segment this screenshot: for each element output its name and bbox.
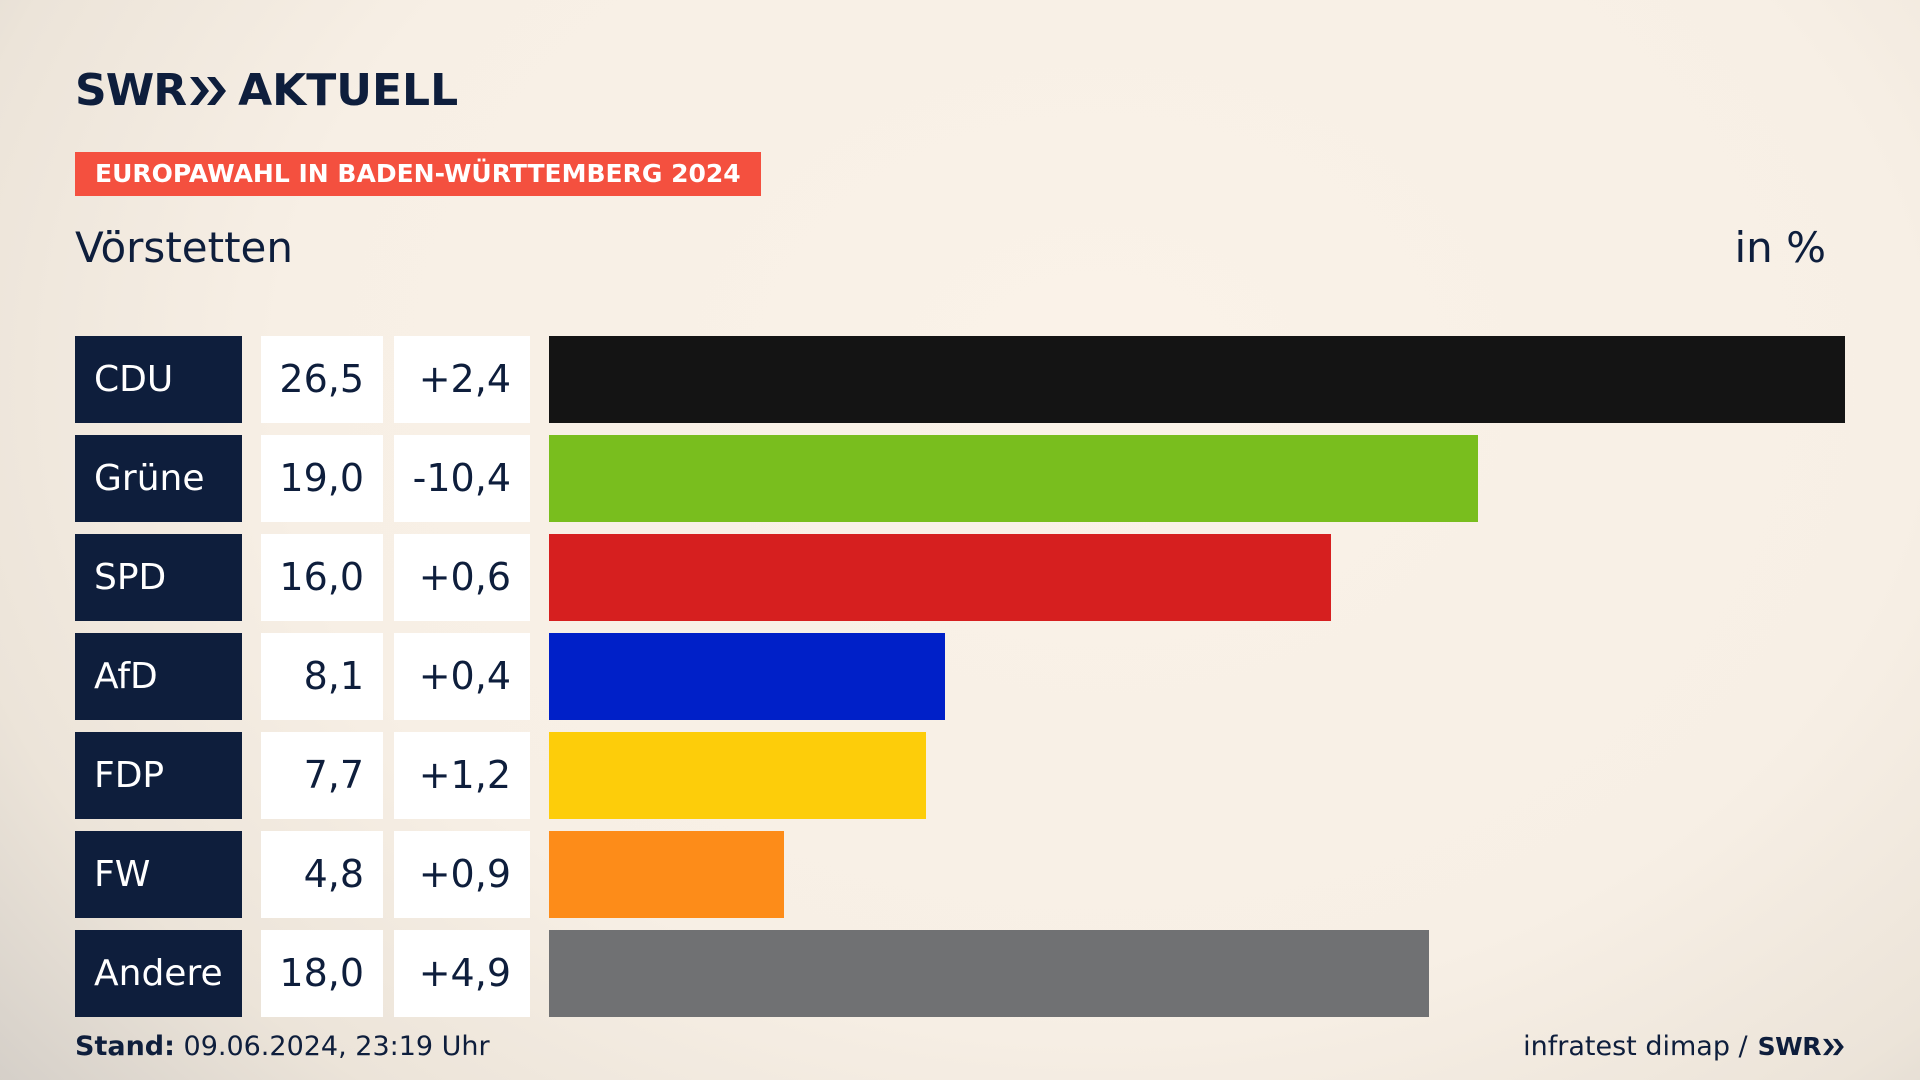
result-bar — [549, 435, 1478, 522]
vote-share-value: 19,0 — [261, 435, 383, 522]
party-label: FW — [75, 831, 242, 918]
change-value: +1,2 — [394, 732, 530, 819]
result-bar — [549, 930, 1429, 1017]
change-value: +0,4 — [394, 633, 530, 720]
source-credit: infratest dimap / SWR — [1523, 1030, 1845, 1064]
change-value: +0,9 — [394, 831, 530, 918]
change-value: +0,6 — [394, 534, 530, 621]
stand-label: Stand: — [75, 1031, 175, 1062]
result-row: CDU 26,5 +2,4 — [75, 336, 1845, 423]
result-row: FDP 7,7 +1,2 — [75, 732, 1845, 819]
mini-chevrons-icon — [1823, 1038, 1844, 1056]
vote-share-value: 4,8 — [261, 831, 383, 918]
vote-share-value: 16,0 — [261, 534, 383, 621]
brand-sub-text: AKTUELL — [238, 65, 459, 116]
swr-mini-logo: SWR — [1757, 1032, 1822, 1061]
vote-share-value: 8,1 — [261, 633, 383, 720]
result-row: SPD 16,0 +0,6 — [75, 534, 1845, 621]
source-text: infratest dimap / — [1523, 1031, 1748, 1062]
result-bar — [549, 732, 926, 819]
party-label: SPD — [75, 534, 242, 621]
result-bar — [549, 633, 945, 720]
swr-aktuell-logo: SWR AKTUELL — [75, 68, 458, 114]
result-row: Andere 18,0 +4,9 — [75, 930, 1845, 1017]
result-row: AfD 8,1 +0,4 — [75, 633, 1845, 720]
vote-share-value: 18,0 — [261, 930, 383, 1017]
change-value: +4,9 — [394, 930, 530, 1017]
results-chart: CDU 26,5 +2,4 Grüne 19,0 -10,4 SPD 16,0 +0,6 AfD 8… — [75, 336, 1845, 1029]
change-value: +2,4 — [394, 336, 530, 423]
stand-value: 09.06.2024, 23:19 Uhr — [183, 1031, 490, 1062]
party-label: Andere — [75, 930, 242, 1017]
party-label: FDP — [75, 732, 242, 819]
brand-text: SWR — [75, 65, 187, 116]
party-label: AfD — [75, 633, 242, 720]
result-row: Grüne 19,0 -10,4 — [75, 435, 1845, 522]
party-label: Grüne — [75, 435, 242, 522]
timestamp: Stand: 09.06.2024, 23:19 Uhr — [75, 1030, 490, 1064]
party-label: CDU — [75, 336, 242, 423]
change-value: -10,4 — [394, 435, 530, 522]
election-tag: EUROPAWAHL IN BADEN-WÜRTTEMBERG 2024 — [75, 152, 761, 196]
result-bar — [549, 831, 784, 918]
result-bar — [549, 336, 1845, 423]
unit-label: in % — [1734, 223, 1826, 272]
result-row: FW 4,8 +0,9 — [75, 831, 1845, 918]
vote-share-value: 7,7 — [261, 732, 383, 819]
place-title: Vörstetten — [75, 223, 294, 272]
chevrons-icon — [190, 77, 227, 105]
vote-share-value: 26,5 — [261, 336, 383, 423]
result-bar — [549, 534, 1331, 621]
